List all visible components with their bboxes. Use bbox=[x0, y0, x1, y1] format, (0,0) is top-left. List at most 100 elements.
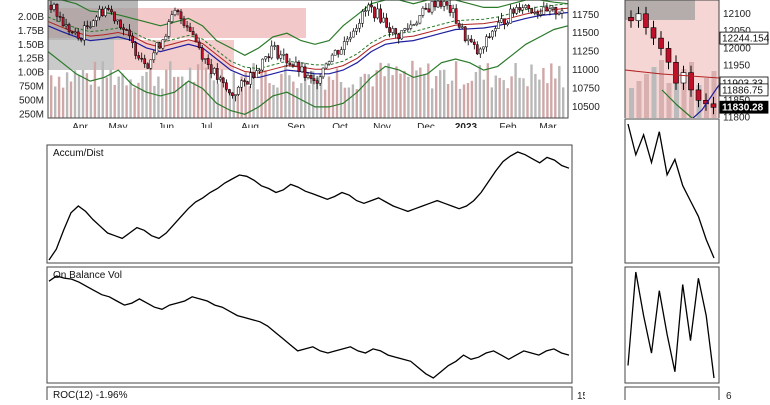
candle-body bbox=[327, 61, 331, 65]
volume-bar bbox=[550, 63, 553, 118]
candle-body bbox=[391, 28, 395, 33]
candle-body bbox=[282, 53, 286, 56]
candle-body bbox=[58, 16, 62, 18]
candle-body bbox=[451, 8, 455, 13]
candle-body bbox=[294, 61, 298, 67]
volume-bar bbox=[538, 79, 541, 118]
price-tag-label: 11886.75 bbox=[722, 85, 763, 96]
candle-body bbox=[270, 45, 274, 59]
month-axis-label: Jun bbox=[158, 122, 174, 128]
candle-body bbox=[509, 8, 512, 24]
candle-body bbox=[149, 59, 153, 69]
candle-body bbox=[188, 26, 192, 32]
candle-body bbox=[176, 10, 180, 13]
zoom-volume-bars bbox=[625, 0, 719, 128]
month-axis-label: Nov bbox=[373, 122, 391, 128]
price-chart-svg: 11750 11500 11250 11000 10750 10500 2.00B 1.75… bbox=[18, 0, 600, 133]
month-axis-label: Feb bbox=[499, 122, 517, 128]
candle-body bbox=[303, 66, 307, 78]
candle-body bbox=[179, 11, 183, 20]
price-axis-labels: 11750 11500 11250 11000 10750 10500 bbox=[572, 10, 600, 113]
candle-body bbox=[355, 27, 358, 32]
candle-body bbox=[64, 24, 68, 27]
candle-body bbox=[409, 24, 413, 29]
candle-body bbox=[131, 35, 134, 43]
price-tag bbox=[719, 100, 769, 114]
candle-body bbox=[506, 22, 509, 25]
candle-body bbox=[466, 38, 470, 42]
candle-body bbox=[333, 50, 337, 56]
volume-bar bbox=[470, 80, 474, 118]
candle-body bbox=[279, 54, 283, 59]
candle-body bbox=[212, 68, 216, 74]
volume-bar bbox=[101, 61, 104, 118]
candle-body bbox=[306, 75, 310, 78]
volume-bar bbox=[280, 73, 283, 118]
candle-body bbox=[352, 30, 355, 38]
month-axis-label: Apr bbox=[72, 122, 88, 128]
volume-bar bbox=[490, 87, 493, 118]
candle-body bbox=[530, 8, 534, 13]
candle-body bbox=[412, 24, 416, 26]
price-tag bbox=[719, 83, 769, 97]
volume-bar bbox=[200, 62, 204, 118]
candle-body bbox=[457, 23, 461, 28]
candle-body bbox=[406, 28, 410, 30]
obv-zoom-svg bbox=[624, 266, 720, 384]
volume-bar bbox=[546, 83, 549, 118]
price-tag-label: 11830.28 bbox=[722, 103, 764, 114]
candle-body bbox=[225, 82, 228, 90]
volume-bar bbox=[474, 72, 478, 118]
candle-body bbox=[478, 48, 482, 55]
candle-body bbox=[237, 86, 240, 95]
candle-body bbox=[49, 4, 53, 10]
volume-bar bbox=[510, 76, 513, 118]
candle-body bbox=[361, 11, 364, 24]
candle-body bbox=[194, 34, 198, 43]
candle-body bbox=[554, 7, 558, 15]
zoom-candle-body bbox=[710, 103, 717, 108]
candle-body bbox=[339, 49, 343, 55]
volume-bar bbox=[137, 82, 140, 118]
candle-body bbox=[397, 33, 401, 40]
volume-bar bbox=[339, 82, 343, 118]
candle-body bbox=[442, 1, 446, 7]
candle-body bbox=[400, 30, 404, 40]
candle-body bbox=[85, 25, 89, 28]
volume-bar bbox=[315, 77, 319, 118]
zoom-shade-top bbox=[625, 0, 695, 20]
candle-body bbox=[336, 50, 340, 55]
volume-bar bbox=[256, 89, 259, 118]
candle-body bbox=[370, 4, 373, 8]
volume-bar bbox=[407, 76, 410, 118]
candle-body bbox=[491, 30, 494, 38]
candle-body bbox=[122, 27, 125, 30]
obv-line bbox=[48, 275, 570, 379]
candle-body bbox=[430, 1, 434, 13]
candle-body bbox=[76, 31, 80, 39]
candle-body bbox=[197, 41, 201, 49]
volume-bar bbox=[272, 84, 275, 118]
obv-zoom-pane bbox=[622, 266, 722, 384]
zoom-candle-body bbox=[650, 27, 657, 39]
obv-svg: On Balance Vol bbox=[46, 266, 573, 384]
candle-body bbox=[261, 58, 264, 71]
candle-body bbox=[70, 31, 74, 34]
volume-shade-mid bbox=[48, 40, 114, 70]
candle-body bbox=[488, 36, 491, 38]
candle-body bbox=[264, 56, 268, 60]
candle-body bbox=[309, 75, 313, 79]
candle-body bbox=[297, 61, 301, 72]
candle-body bbox=[364, 10, 367, 12]
price-candles bbox=[49, 0, 564, 102]
candle-body bbox=[512, 8, 515, 14]
price-zoom-svg: 12100120501200011950119001185011800 1224… bbox=[624, 0, 770, 130]
roc-zoom-pane: 6 bbox=[622, 386, 770, 402]
volume-bar bbox=[228, 89, 231, 118]
candle-body bbox=[167, 21, 171, 37]
candle-body bbox=[209, 64, 213, 74]
candle-body bbox=[373, 6, 376, 19]
candle-body bbox=[557, 12, 561, 15]
volume-axis-label: 250M bbox=[19, 109, 44, 120]
volume-bar bbox=[145, 71, 148, 118]
